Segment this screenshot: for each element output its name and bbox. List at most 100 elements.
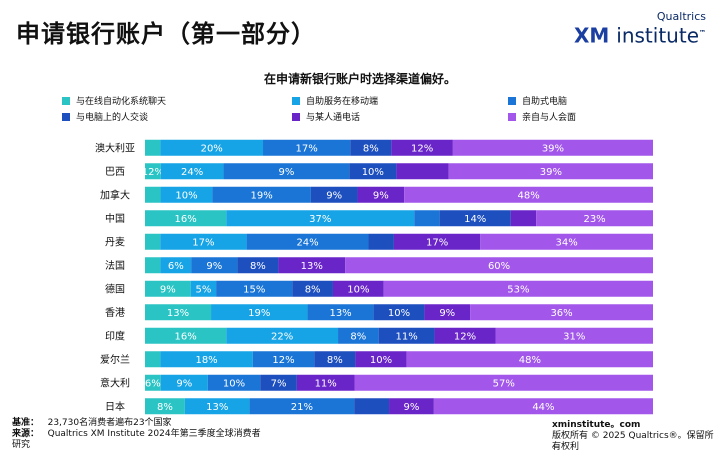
bar-data-label: 44% (532, 402, 554, 413)
category-label: 德国 (105, 282, 125, 295)
bar-segment (212, 186, 311, 203)
legend-swatch (508, 96, 516, 105)
bar-data-label: 8% (350, 331, 366, 342)
bar-data-label: 57% (493, 378, 515, 389)
footer-copyright-2: 。 (552, 441, 562, 451)
footer-base: 基准： 23,730名消费者遍布23个国家 (12, 418, 172, 429)
bar-data-label: 39% (540, 167, 562, 178)
legend-item-pc-human: 与电脑上的人交谈 (62, 110, 148, 123)
legend-swatch (292, 96, 300, 105)
category-label: 印度 (105, 329, 125, 342)
footer-site[interactable]: xminstitute。com (552, 420, 641, 430)
bar-data-label: 10% (388, 308, 410, 319)
bar-segment (396, 163, 449, 180)
bar-data-label: 8% (363, 143, 379, 154)
bar-segment (160, 351, 253, 368)
bar-data-label: 19% (251, 190, 273, 201)
legend-swatch (62, 96, 70, 105)
bar-segment (332, 280, 384, 297)
bar-segment (495, 327, 653, 344)
legend-swatch (292, 112, 300, 121)
bar-data-label: 8% (250, 261, 266, 272)
bar-data-label: 17% (192, 237, 214, 248)
bar-data-label: 20% (201, 143, 223, 154)
bar-segment (226, 327, 339, 344)
bar-segment (439, 210, 511, 227)
bar-segment (252, 351, 315, 368)
bar-data-label: 10% (362, 167, 384, 178)
legend-label: 与电脑上的人交谈 (76, 113, 149, 123)
bar-data-label: 60% (488, 261, 510, 272)
legend-item-chat: 与在线自动化系统聊天 (62, 94, 166, 107)
bar-data-label: 15% (243, 284, 265, 295)
bar-data-label: 7% (271, 378, 287, 389)
bar-segment (223, 163, 350, 180)
bar-segment (292, 280, 333, 297)
bar-segment (160, 257, 192, 274)
footer-source-label: 来源： (12, 429, 40, 439)
bar-segment (216, 280, 293, 297)
bar-data-label: 22% (271, 331, 293, 342)
bar-data-label: 6% (168, 261, 184, 272)
category-label: 巴西 (105, 166, 125, 178)
bar-data-label: 17% (296, 143, 318, 154)
bar-segment (191, 257, 238, 274)
bar-data-label: 34% (556, 237, 578, 248)
legend-item-self-pc: 自助式电脑 (508, 94, 567, 107)
page-title: 申请银行账户（第一部分） (16, 20, 316, 48)
bar-segment (296, 374, 355, 391)
bar-data-label: 9% (404, 402, 420, 413)
bar-segment (237, 257, 279, 274)
bar-data-label: 12% (142, 167, 164, 178)
bar-segment (345, 257, 653, 274)
bar-segment (354, 398, 390, 415)
legend-label: 亲自与人会面 (522, 113, 577, 123)
bar-data-label: 36% (550, 308, 572, 319)
footer-source-2: 研究 (12, 440, 31, 450)
bar-segment (354, 374, 653, 391)
bar-segment (414, 210, 440, 227)
bar-segment (433, 398, 653, 415)
bar-segment (145, 186, 161, 203)
bar-segment (373, 304, 425, 321)
bar-segment (184, 398, 250, 415)
bar-segment (391, 139, 453, 156)
bar-segment (145, 210, 227, 227)
legend-label: 自助服务在移动端 (306, 97, 379, 107)
bar-segment (338, 327, 379, 344)
footer-base-label: 基准： (12, 418, 40, 428)
bar-segment (263, 139, 351, 156)
legend-item-phone: 与某人通电话 (292, 110, 360, 123)
bar-segment (145, 257, 161, 274)
bar-segment (310, 186, 358, 203)
bar-data-label: 6% (145, 378, 161, 389)
bar-data-label: 10% (223, 378, 245, 389)
bar-data-label: 9% (160, 284, 176, 295)
bar-data-label: 39% (542, 143, 564, 154)
bar-data-label: 23% (583, 214, 605, 225)
bar-segment (536, 210, 653, 227)
category-label: 意大利 (100, 376, 130, 389)
bar-segment (378, 327, 435, 344)
brand-xm-institute: XM institute™ (574, 23, 706, 46)
bar-data-label: 10% (370, 355, 392, 366)
bar-data-label: 48% (517, 190, 539, 201)
bar-data-label: 11% (396, 331, 418, 342)
bar-segment (145, 280, 191, 297)
bar-segment (145, 233, 161, 250)
bar-segment (160, 139, 264, 156)
bar-data-label: 8% (327, 355, 343, 366)
bar-segment (160, 233, 247, 250)
bar-segment (160, 163, 224, 180)
category-label: 澳大利亚 (95, 141, 135, 154)
bar-data-label: 13% (301, 261, 323, 272)
legend-swatch (62, 112, 70, 121)
category-label: 香港 (105, 307, 125, 319)
legend-label: 与某人通电话 (306, 113, 361, 123)
bar-data-label: 13% (206, 402, 228, 413)
legend-label: 自助式电脑 (522, 97, 568, 107)
bar-segment (190, 280, 217, 297)
legend-swatch (508, 112, 516, 121)
bar-segment (246, 233, 369, 250)
